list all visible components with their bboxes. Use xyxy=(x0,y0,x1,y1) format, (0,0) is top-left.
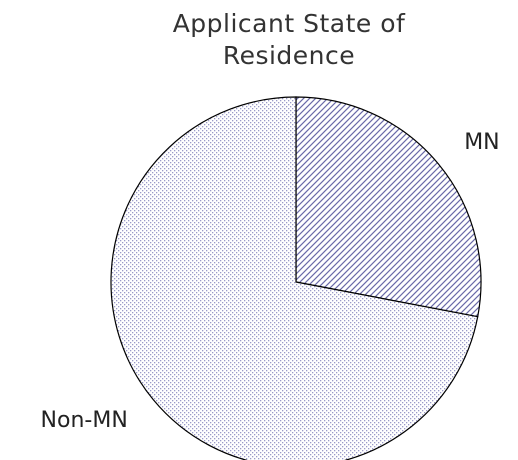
pie-slice xyxy=(110,96,479,460)
slice-label: MN xyxy=(464,130,499,155)
chart-title: Applicant State of Residence xyxy=(172,9,406,70)
slice-label: Non-MN xyxy=(41,408,128,433)
pie-slice xyxy=(295,96,482,318)
